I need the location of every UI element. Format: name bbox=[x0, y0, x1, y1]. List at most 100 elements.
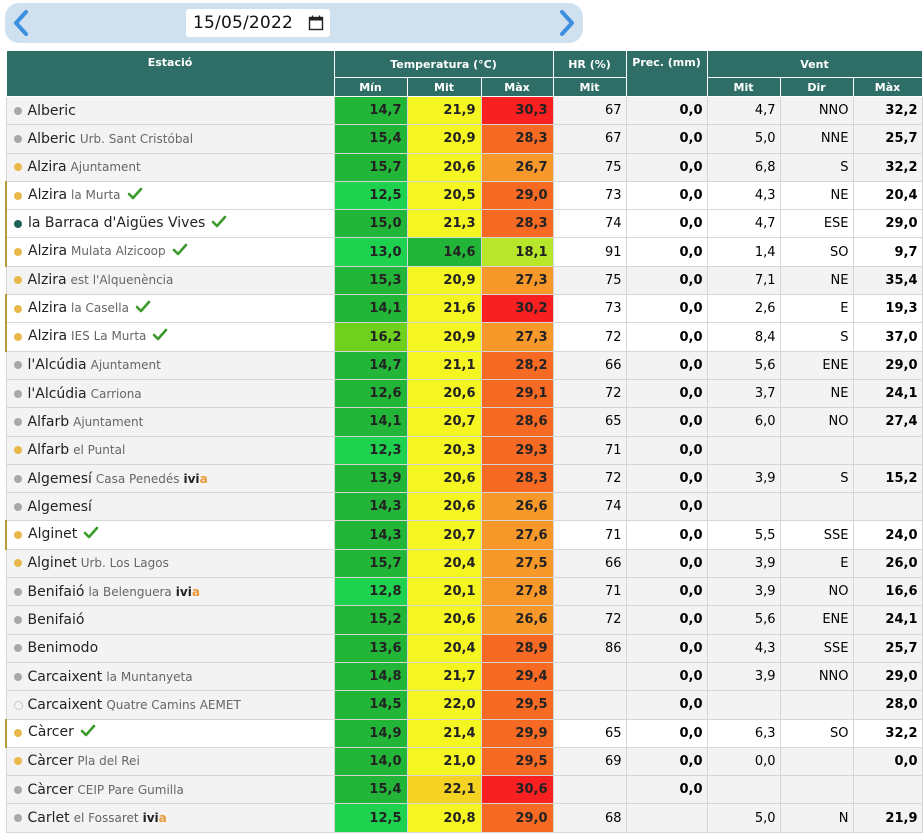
header-temp-mit[interactable]: Mit bbox=[406, 77, 482, 97]
station-cell[interactable]: Alzira la Murta bbox=[5, 180, 335, 211]
table-row[interactable]: Alzira Mulata Alzicoop 13,0 14,6 18,1 91 0,0 1,… bbox=[5, 237, 923, 267]
station-cell[interactable]: Alberic bbox=[5, 95, 335, 126]
station-cell[interactable]: Algemesí bbox=[5, 492, 335, 522]
station-name[interactable]: Carlet bbox=[27, 810, 70, 827]
humidity-cell: 72 bbox=[552, 605, 627, 635]
table-row[interactable]: l'Alcúdia Carriona 12,6 20,6 29,1 72 0,0 3,7 NE 2… bbox=[5, 378, 923, 409]
station-cell[interactable]: Benifaió bbox=[5, 605, 335, 635]
station-cell[interactable]: Càrcer Pla del Rei bbox=[5, 746, 335, 777]
header-wind-max[interactable]: Màx bbox=[852, 77, 923, 97]
temp-max-cell: 28,9 bbox=[480, 633, 554, 663]
temp-min-cell: 15,7 bbox=[333, 152, 408, 182]
table-row[interactable]: l'Alcúdia Ajuntament 14,7 21,1 28,2 66 0,0 5,6 E… bbox=[5, 350, 923, 380]
station-name[interactable]: Algemesí bbox=[27, 470, 92, 487]
table-row[interactable]: Carcaixent Quatre Camins AEMET 14,5 22,0 29,… bbox=[5, 690, 923, 720]
station-cell[interactable]: Benimodo bbox=[5, 633, 335, 663]
station-name[interactable]: Alzira bbox=[28, 186, 68, 203]
header-temp-max[interactable]: Màx bbox=[480, 77, 554, 97]
date-input[interactable]: 15/05/2022 bbox=[186, 9, 330, 37]
station-name[interactable]: l'Alcúdia bbox=[27, 385, 87, 402]
station-name[interactable]: l'Alcúdia bbox=[27, 357, 87, 374]
station-cell[interactable]: Carcaixent la Muntanyeta bbox=[5, 661, 335, 692]
station-cell[interactable]: Càrcer bbox=[5, 718, 335, 748]
next-day-button[interactable] bbox=[553, 7, 581, 39]
station-cell[interactable]: Alberic Urb. Sant Cristóbal bbox=[5, 124, 335, 154]
station-name[interactable]: Alzira bbox=[28, 299, 68, 316]
wind-mit-cell: 3,9 bbox=[706, 661, 781, 692]
station-cell[interactable]: Càrcer CEIP Pare Gumilla bbox=[5, 775, 335, 805]
station-cell[interactable]: Benifaió la Belenguera ivia bbox=[5, 577, 335, 607]
station-cell[interactable]: Carlet el Fossaret ivia bbox=[5, 803, 335, 833]
calendar-icon[interactable] bbox=[308, 15, 324, 31]
table-row[interactable]: Alfarb el Puntal 12,3 20,3 29,3 71 0,0 bbox=[5, 435, 923, 465]
table-row[interactable]: Algemesí Casa Penedés ivia 13,9 20,6 28,3 72 0,… bbox=[5, 463, 923, 494]
station-location: Quatre Camins AEMET bbox=[106, 697, 241, 712]
header-station[interactable]: Estació bbox=[5, 50, 335, 97]
station-cell[interactable]: Alfarb el Puntal bbox=[5, 435, 335, 465]
station-cell[interactable]: l'Alcúdia Ajuntament bbox=[5, 350, 335, 380]
station-name[interactable]: Benifaió bbox=[27, 611, 85, 628]
table-row[interactable]: Algemesí 14,3 20,6 26,6 74 0,0 bbox=[5, 492, 923, 522]
table-row[interactable]: Benimodo 13,6 20,4 28,9 86 0,0 4,3 SSE 25,7 bbox=[5, 633, 923, 663]
table-row[interactable]: Alberic 14,7 21,9 30,3 67 0,0 4,7 NNO 32,2 bbox=[5, 95, 923, 126]
header-wind-dir[interactable]: Dir bbox=[779, 77, 854, 97]
station-cell[interactable]: Alginet bbox=[5, 520, 335, 550]
station-name[interactable]: Alzira bbox=[28, 328, 68, 345]
station-cell[interactable]: l'Alcúdia Carriona bbox=[5, 378, 335, 409]
station-name[interactable]: Alginet bbox=[28, 526, 78, 543]
table-row[interactable]: Alginet 14,3 20,7 27,6 71 0,0 5,5 SSE 24,0 bbox=[5, 520, 923, 550]
station-cell[interactable]: Alzira est l'Alquenència bbox=[5, 265, 335, 296]
station-name[interactable]: Alfarb bbox=[27, 442, 70, 459]
station-cell[interactable]: Alzira Mulata Alzicoop bbox=[5, 237, 335, 267]
table-row[interactable]: Alginet Urb. Los Lagos 15,7 20,4 27,5 66 0,0 3,… bbox=[5, 548, 923, 579]
station-cell[interactable]: Algemesí Casa Penedés ivia bbox=[5, 463, 335, 494]
table-row[interactable]: Benifaió 15,2 20,6 26,6 72 0,0 5,6 ENE 24,1 bbox=[5, 605, 923, 635]
station-name[interactable]: Càrcer bbox=[27, 781, 74, 798]
station-cell[interactable]: Alzira la Casella bbox=[5, 294, 335, 324]
station-name[interactable]: Carcaixent bbox=[27, 668, 103, 685]
station-cell[interactable]: Alzira IES La Murta bbox=[5, 322, 335, 352]
station-name[interactable]: Alzira bbox=[27, 159, 67, 176]
station-name[interactable]: la Barraca d'Aigües Vives bbox=[28, 214, 206, 231]
status-dot-icon bbox=[13, 757, 22, 766]
station-cell[interactable]: Alginet Urb. Los Lagos bbox=[5, 548, 335, 579]
table-row[interactable]: Alzira IES La Murta 16,2 20,9 27,3 72 0,0 8,4 S 3… bbox=[5, 322, 923, 352]
table-row[interactable]: la Barraca d'Aigües Vives 15,0 21,3 28,3 74 0… bbox=[5, 209, 923, 239]
station-name[interactable]: Alberic bbox=[27, 102, 76, 119]
precipitation-cell: 0,0 bbox=[625, 775, 708, 805]
table-row[interactable]: Carlet el Fossaret ivia 12,5 20,8 29,0 68 5,0 N 2… bbox=[5, 803, 923, 833]
station-cell[interactable]: Alzira Ajuntament bbox=[5, 152, 335, 182]
station-cell[interactable]: Alfarb Ajuntament bbox=[5, 407, 335, 437]
table-row[interactable]: Alzira la Casella 14,1 21,6 30,2 73 0,0 2,6 E 19,… bbox=[5, 294, 923, 324]
table-row[interactable]: Alzira Ajuntament 15,7 20,6 26,7 75 0,0 6,8 S 32,… bbox=[5, 152, 923, 182]
table-row[interactable]: Alberic Urb. Sant Cristóbal 15,4 20,9 28,3 67… bbox=[5, 124, 923, 154]
station-cell[interactable]: la Barraca d'Aigües Vives bbox=[5, 209, 335, 239]
station-name[interactable]: Alfarb bbox=[27, 413, 70, 430]
table-row[interactable]: Benifaió la Belenguera ivia 12,8 20,1 27,8 71 0… bbox=[5, 577, 923, 607]
table-row[interactable]: Càrcer CEIP Pare Gumilla 15,4 22,1 30,6 0,0 bbox=[5, 775, 923, 805]
station-name[interactable]: Benimodo bbox=[27, 640, 99, 657]
header-temp-min[interactable]: Mín bbox=[333, 77, 408, 97]
table-row[interactable]: Alzira est l'Alquenència 15,3 20,9 27,3 75 0,0… bbox=[5, 265, 923, 296]
table-row[interactable]: Càrcer 14,9 21,4 29,9 65 0,0 6,3 SO 32,2 bbox=[5, 718, 923, 748]
previous-day-button[interactable] bbox=[7, 7, 35, 39]
header-wind-mit[interactable]: Mit bbox=[706, 77, 781, 97]
station-name[interactable]: Alginet bbox=[27, 555, 77, 572]
humidity-cell: 74 bbox=[552, 492, 627, 522]
station-name[interactable]: Alzira bbox=[27, 272, 67, 289]
station-name[interactable]: Càrcer bbox=[27, 753, 74, 770]
station-name[interactable]: Alzira bbox=[28, 243, 68, 260]
station-name[interactable]: Càrcer bbox=[28, 724, 74, 741]
temp-max-cell: 26,6 bbox=[480, 605, 554, 635]
table-row[interactable]: Carcaixent la Muntanyeta 14,8 21,7 29,4 0,0 3,… bbox=[5, 661, 923, 692]
station-name[interactable]: Alberic bbox=[27, 130, 76, 147]
table-row[interactable]: Càrcer Pla del Rei 14,0 21,0 29,5 69 0,0 0,0 0,0 bbox=[5, 746, 923, 777]
header-precipitation[interactable]: Prec. (mm) bbox=[625, 50, 708, 97]
station-name[interactable]: Benifaió bbox=[27, 583, 85, 600]
station-name[interactable]: Carcaixent bbox=[27, 696, 103, 713]
table-row[interactable]: Alzira la Murta 12,5 20,5 29,0 73 0,0 4,3 NE 20,4 bbox=[5, 180, 923, 211]
station-cell[interactable]: Carcaixent Quatre Camins AEMET bbox=[5, 690, 335, 720]
header-hr-mit[interactable]: Mit bbox=[552, 77, 627, 97]
station-name[interactable]: Algemesí bbox=[27, 498, 92, 515]
table-row[interactable]: Alfarb Ajuntament 14,1 20,7 28,6 65 0,0 6,0 NO 27… bbox=[5, 407, 923, 437]
